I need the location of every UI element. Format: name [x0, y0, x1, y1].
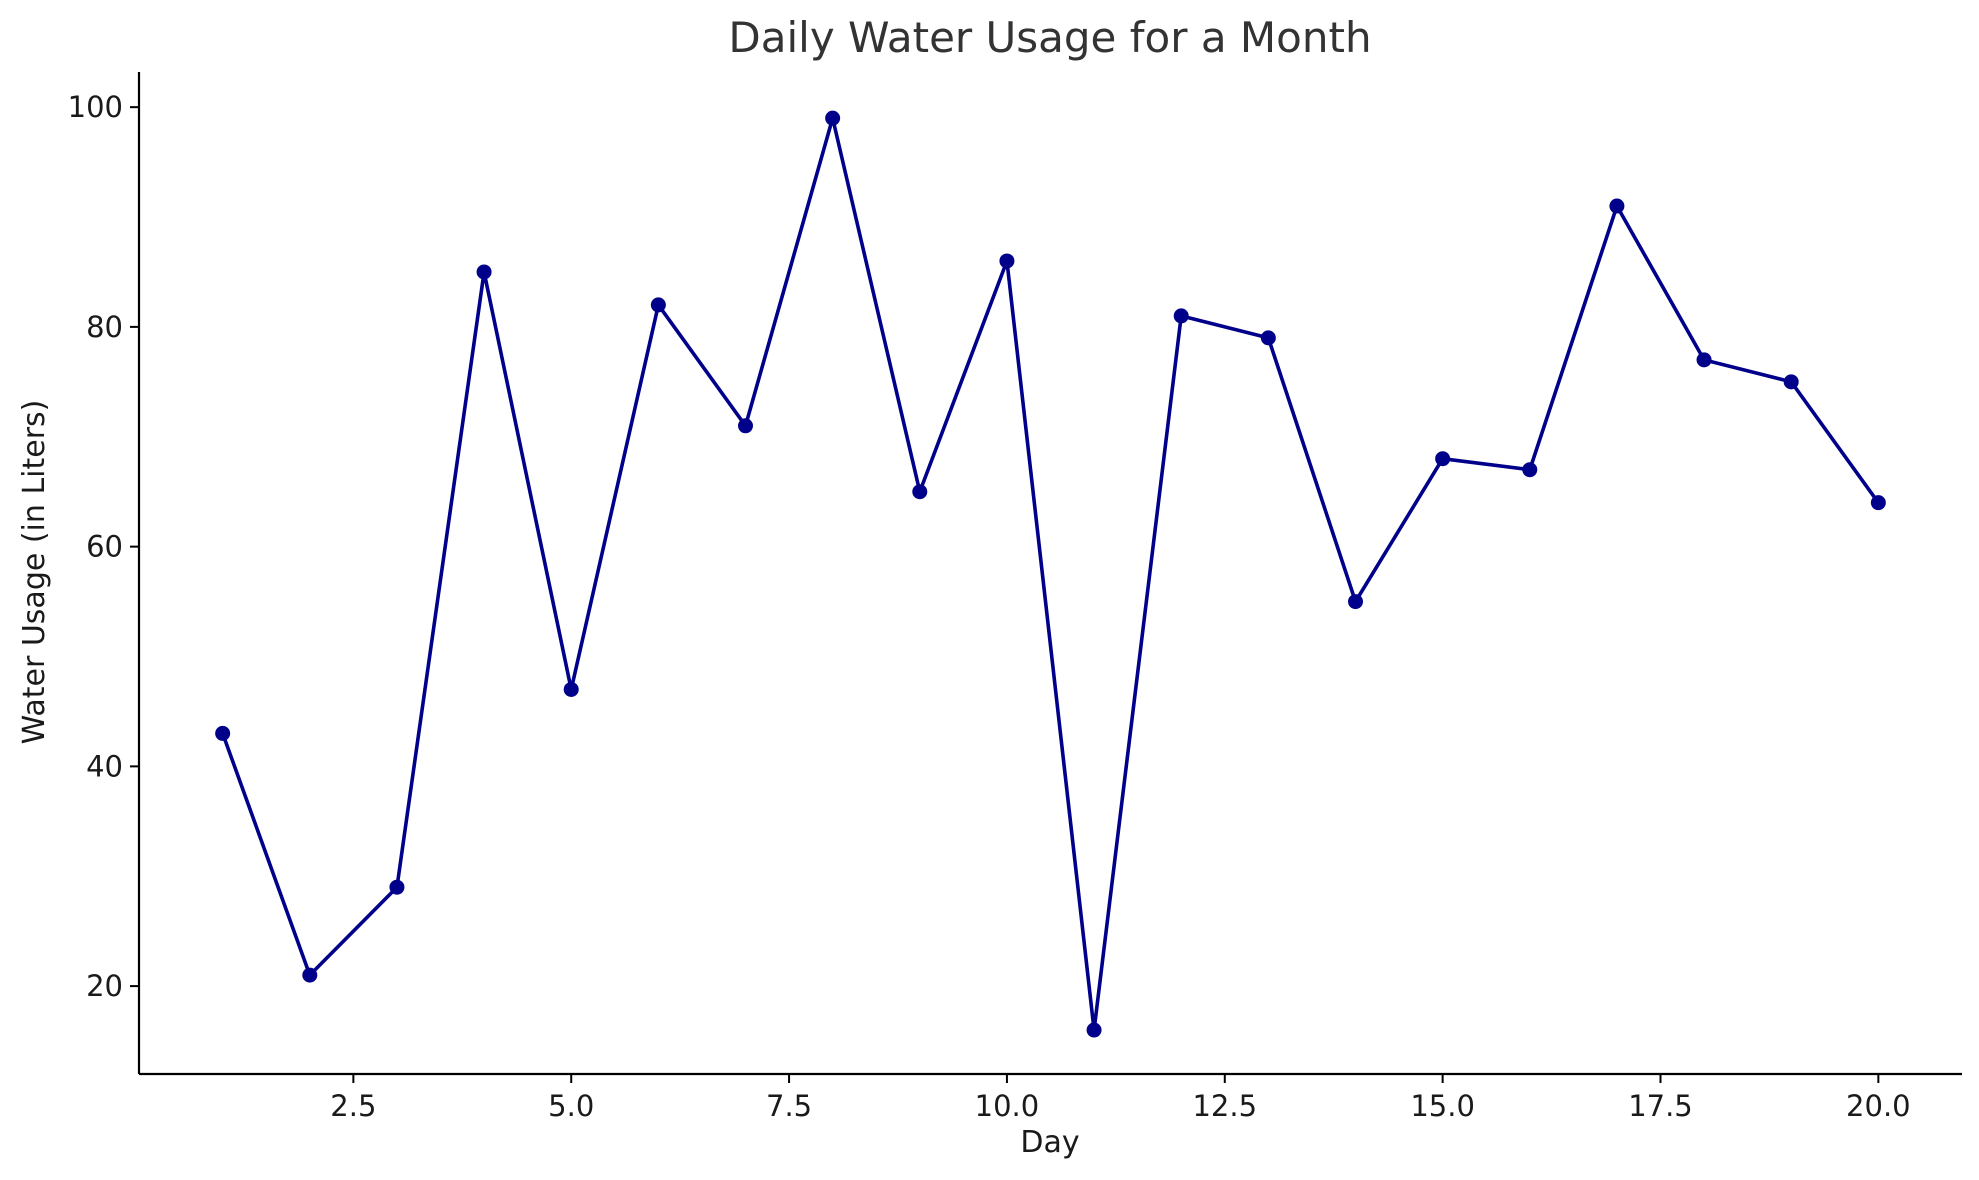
data-point: [1086, 1022, 1102, 1038]
x-tick-label: 2.5: [330, 1089, 376, 1123]
x-tick-label: 15.0: [1410, 1089, 1475, 1123]
y-tick-label: 60: [86, 530, 123, 564]
data-point: [215, 725, 231, 741]
data-point: [999, 253, 1015, 269]
data-point: [738, 418, 753, 434]
chart-title: Daily Water Usage for a Month: [728, 13, 1371, 62]
data-point: [1783, 374, 1799, 390]
data-point: [1696, 352, 1712, 368]
x-tick-label: 12.5: [1192, 1089, 1257, 1123]
data-point: [389, 879, 405, 895]
x-tick-label: 7.5: [766, 1089, 812, 1123]
data-point: [912, 484, 928, 500]
series-layer: [215, 110, 1886, 1038]
x-axis-ticks: 2.5 5.0 7.5 10.0 12.5 15.0 17.5 20.0: [330, 1074, 1911, 1123]
data-point: [1348, 594, 1363, 610]
x-tick-label: 10.0: [975, 1089, 1040, 1123]
series-line: [220, 117, 1880, 1031]
y-tick-label: 80: [86, 310, 123, 344]
data-point: [1522, 462, 1538, 478]
data-point: [1435, 451, 1451, 467]
data-point: [1173, 308, 1189, 324]
data-point: [1260, 330, 1276, 346]
y-tick-label: 20: [86, 969, 123, 1003]
x-tick-label: 5.0: [548, 1089, 594, 1123]
x-tick-label: 17.5: [1628, 1089, 1693, 1123]
x-tick-label: 20.0: [1846, 1089, 1911, 1123]
y-axis-ticks: 20 40 60 80 100: [68, 90, 139, 1003]
y-axis-label: Water Usage (in Liters): [17, 400, 52, 745]
y-tick-label: 100: [68, 90, 123, 124]
data-point: [1870, 495, 1886, 511]
data-point: [302, 967, 318, 983]
y-tick-label: 40: [86, 749, 123, 783]
data-point: [825, 110, 841, 126]
data-point: [476, 264, 492, 280]
data-point: [1609, 198, 1625, 214]
data-point: [650, 297, 666, 313]
data-point: [563, 681, 579, 697]
x-axis-label: Day: [1020, 1125, 1079, 1160]
